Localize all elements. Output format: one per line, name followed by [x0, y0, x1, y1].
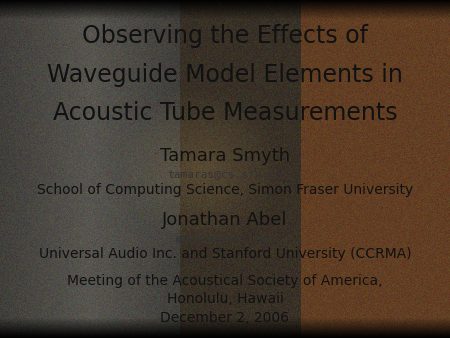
Text: Jonathan Abel: Jonathan Abel: [162, 211, 288, 229]
Text: abel@batnet.net: abel@batnet.net: [175, 233, 275, 243]
Text: School of Computing Science, Simon Fraser University: School of Computing Science, Simon Frase…: [37, 183, 413, 196]
Text: December 2, 2006: December 2, 2006: [161, 311, 289, 325]
Text: Tamara Smyth: Tamara Smyth: [160, 147, 290, 165]
Text: Meeting of the Acoustical Society of America,: Meeting of the Acoustical Society of Ame…: [67, 274, 383, 288]
Text: tamaras@cs.sfu.ca: tamaras@cs.sfu.ca: [167, 169, 283, 179]
Text: Universal Audio Inc. and Stanford University (CCRMA): Universal Audio Inc. and Stanford Univer…: [39, 247, 411, 261]
Text: Acoustic Tube Measurements: Acoustic Tube Measurements: [53, 101, 397, 125]
Text: Waveguide Model Elements in: Waveguide Model Elements in: [47, 63, 403, 87]
Text: Honolulu, Hawaii: Honolulu, Hawaii: [166, 292, 284, 306]
Text: Observing the Effects of: Observing the Effects of: [82, 24, 368, 48]
